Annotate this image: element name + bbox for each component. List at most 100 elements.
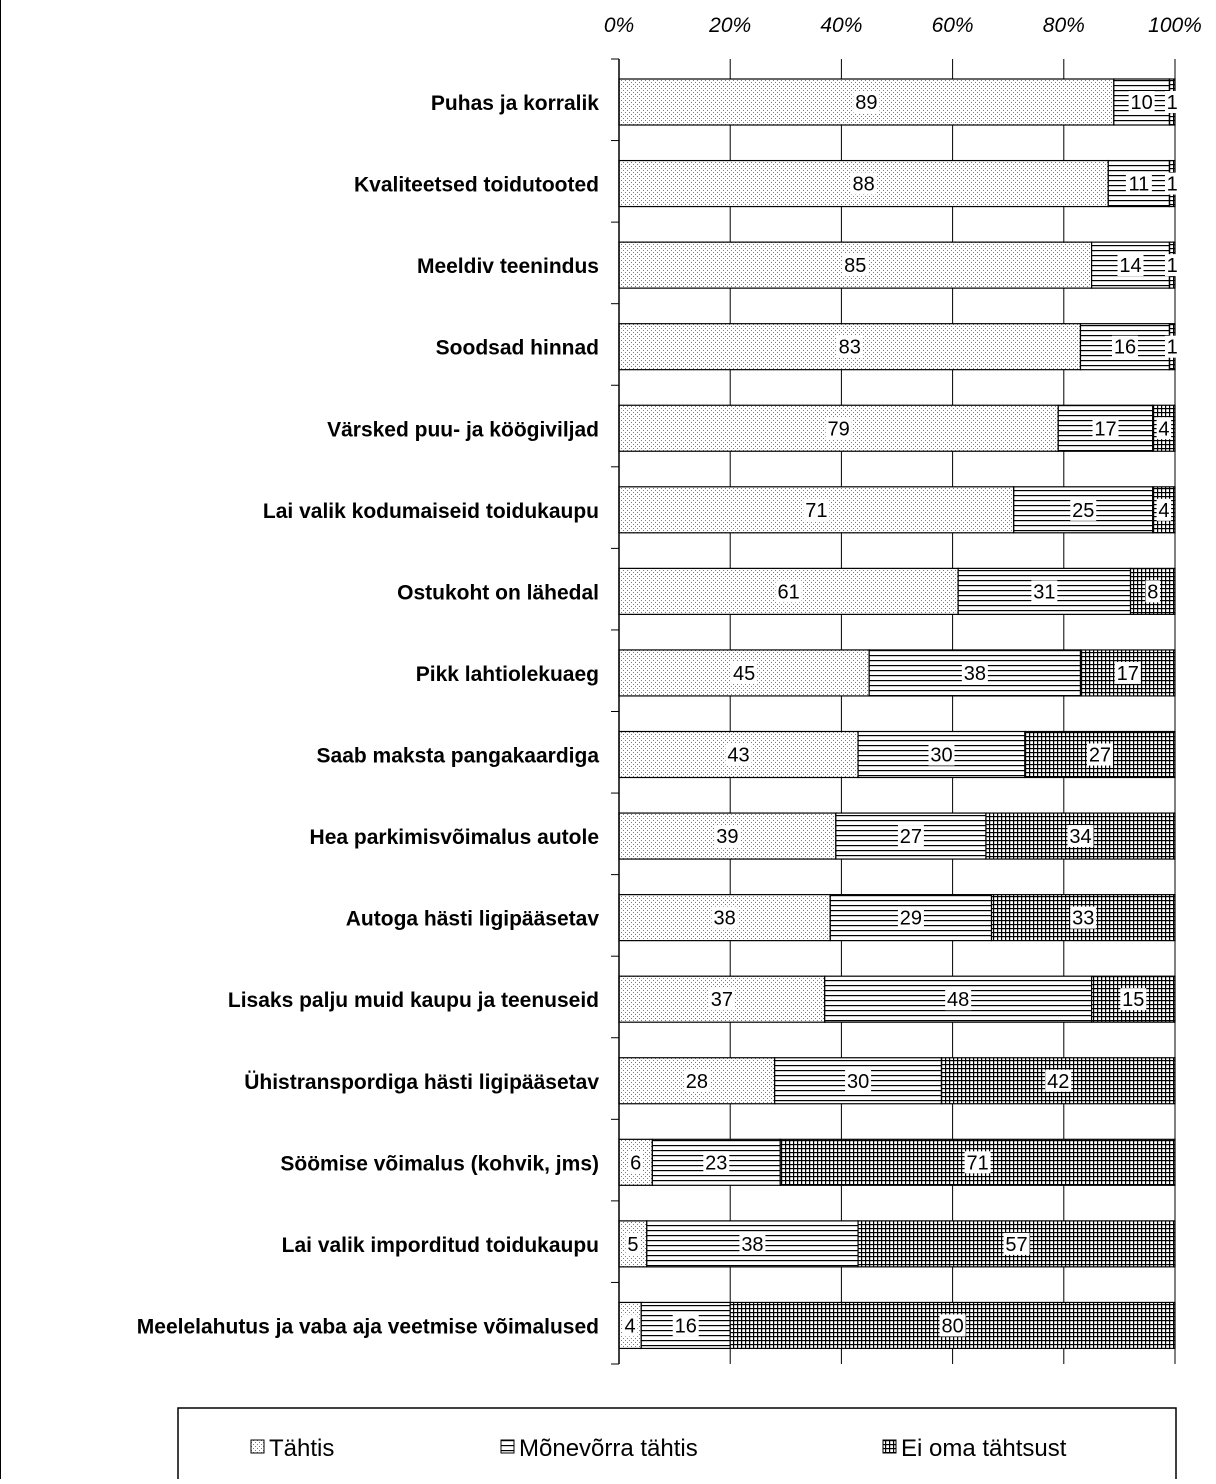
bar-row: 6 23 71 <box>618 1138 1176 1186</box>
data-label-bg <box>1156 498 1172 521</box>
data-label-bg <box>1111 335 1138 358</box>
data-label: 23 <box>705 1152 727 1174</box>
bar-row: 39 27 34 <box>618 812 1176 860</box>
y-axis <box>611 58 620 1365</box>
bar-segment <box>1079 649 1176 697</box>
data-label-bg <box>928 743 955 766</box>
bar-row: 43 30 27 <box>618 730 1176 779</box>
dotted-square-icon <box>250 1439 265 1454</box>
data-label-bg <box>725 743 752 766</box>
striped-square-icon <box>500 1439 515 1454</box>
bar-row: 45 38 17 <box>618 649 1176 697</box>
x-tick-label: 20% <box>708 14 751 37</box>
data-label-bg <box>622 1314 638 1337</box>
data-label-bg <box>1128 91 1155 113</box>
x-tick-label: 60% <box>932 14 974 37</box>
bar-segment <box>990 894 1176 942</box>
data-label-bg <box>703 1151 730 1174</box>
data-label: 1 <box>1167 255 1178 277</box>
category-label: Kvaliteetsed toidutooted <box>354 174 599 197</box>
data-label-bg <box>714 825 741 848</box>
data-label-bg <box>1145 580 1161 603</box>
data-label-bg <box>1164 172 1180 195</box>
data-label: 14 <box>1119 255 1141 277</box>
category-label: Saab maksta pangakaardiga <box>317 745 600 768</box>
data-label: 48 <box>947 989 969 1011</box>
category-label: Söömise võimalus (kohvik, jms) <box>280 1152 599 1175</box>
data-label-bg <box>1067 825 1094 848</box>
category-label: Lai valik kodumaiseid toidukaupu <box>263 500 599 523</box>
category-label: Meelelahutus ja vaba aja veetmise võimal… <box>137 1315 599 1338</box>
bars: 89 10 188 11 185 14 183 16 179 17 471 25 461 31 845 38 1… <box>618 78 1180 1350</box>
data-label-bg <box>961 661 988 684</box>
data-label: 6 <box>630 1152 641 1174</box>
data-label-bg <box>711 906 738 929</box>
data-label: 1 <box>1167 174 1178 196</box>
data-label-bg <box>1117 254 1144 277</box>
x-tick-label: 80% <box>1043 14 1085 37</box>
data-label: 71 <box>966 1152 988 1174</box>
data-label-bg <box>739 1232 766 1255</box>
data-label: 5 <box>627 1234 638 1256</box>
data-label: 16 <box>675 1315 697 1337</box>
data-label: 85 <box>844 255 866 277</box>
legend-label-monevorra: Mõnevõrra tähtis <box>519 1435 698 1462</box>
data-label: 88 <box>853 174 875 196</box>
data-label: 4 <box>1158 500 1169 522</box>
data-label: 57 <box>1005 1234 1027 1256</box>
bar-segment <box>1107 159 1171 208</box>
bar-row: 89 10 1 <box>618 78 1180 126</box>
data-label: 8 <box>1147 581 1158 603</box>
data-label: 33 <box>1072 908 1094 930</box>
data-label: 71 <box>805 500 827 522</box>
category-label: Lai valik imporditud toidukaupu <box>282 1234 599 1257</box>
data-label-bg <box>1031 580 1058 603</box>
data-label: 38 <box>964 663 986 685</box>
data-label-bg <box>1164 254 1180 277</box>
data-label-bg <box>842 254 869 277</box>
bar-row: 4 16 80 <box>618 1301 1176 1350</box>
data-label: 39 <box>716 826 738 848</box>
bar-row: 5 38 57 <box>618 1220 1176 1268</box>
category-label: Värsked puu- ja köögiviljad <box>327 418 599 441</box>
data-label: 1 <box>1167 337 1178 359</box>
data-label-bg <box>628 1151 643 1174</box>
data-label: 43 <box>727 745 749 767</box>
category-label: Puhas ja korralik <box>431 92 599 115</box>
data-label: 11 <box>1128 174 1149 196</box>
data-label-bg <box>897 825 924 848</box>
x-tick-label: 100% <box>1148 14 1202 37</box>
category-label: Autoga hästi ligipääsetav <box>346 908 600 931</box>
data-label: 83 <box>839 337 861 359</box>
data-label: 15 <box>1122 989 1144 1011</box>
data-label: 80 <box>941 1315 963 1337</box>
data-label: 61 <box>777 581 799 603</box>
data-label-bg <box>1045 1069 1072 1092</box>
data-label: 45 <box>733 663 755 685</box>
data-label: 30 <box>930 745 952 767</box>
data-label: 42 <box>1047 1071 1069 1093</box>
data-label: 1 <box>1167 92 1178 114</box>
data-label-bg <box>1125 172 1152 195</box>
data-label: 30 <box>847 1071 869 1093</box>
data-label: 29 <box>900 908 922 930</box>
data-label-bg <box>1114 661 1141 684</box>
data-label-bg <box>964 1151 991 1174</box>
data-label: 4 <box>625 1315 636 1337</box>
data-label-bg <box>708 988 735 1011</box>
bar-row: 71 25 4 <box>618 486 1176 534</box>
bar-row: 83 16 1 <box>618 323 1180 371</box>
data-label-bg <box>1164 335 1180 358</box>
category-label: Meeldiv teenindus <box>417 255 599 278</box>
data-label-bg <box>1070 906 1097 929</box>
data-label: 10 <box>1131 92 1153 114</box>
data-label-bg <box>853 91 880 113</box>
data-label-bg <box>1156 417 1172 440</box>
data-label: 4 <box>1158 418 1169 440</box>
data-label: 16 <box>1114 337 1136 359</box>
data-label-bg <box>1092 417 1119 440</box>
data-label-bg <box>731 661 758 684</box>
legend-box <box>177 1407 1177 1484</box>
bar-segment <box>1090 975 1176 1023</box>
